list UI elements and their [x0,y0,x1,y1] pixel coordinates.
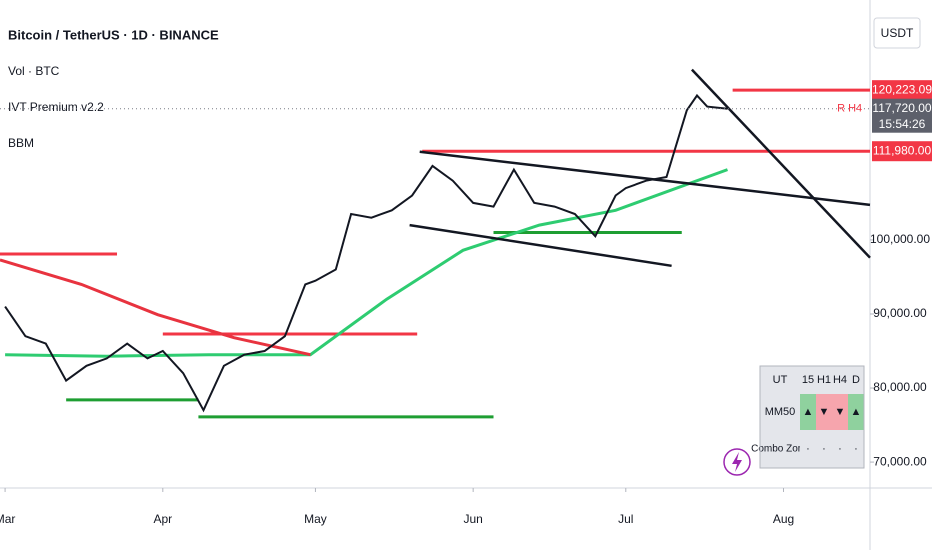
x-tick-label: Jun [463,512,482,526]
x-tick-label: May [304,512,327,526]
table-cell [848,430,864,468]
price-label: 111,980.00 [873,143,932,157]
table-cell [832,430,848,468]
table-cell [816,394,832,430]
table-text: 15 [802,374,814,386]
table-text: H1 [817,374,831,386]
y-tick-label: 90,000.00 [873,306,927,320]
x-tick-label: Jul [618,512,633,526]
currency-button[interactable] [873,17,921,49]
table-text: ▼ [819,406,830,418]
table-text: D [852,374,860,386]
indicator[interactable]: IVT Premium v2.2 [8,100,104,114]
indicator[interactable]: BBM [8,136,34,150]
table-text: H4 [833,374,847,386]
table-cell [848,394,864,430]
table-cell [816,430,832,468]
price-line [4,93,728,413]
y-tick-label: 80,000.00 [873,380,927,394]
table-text: · [838,443,842,455]
x-tick-label: Mar [0,512,15,526]
y-tick-label: 100,000.00 [870,232,930,246]
indicator[interactable]: Vol · BTC [8,64,60,78]
table-text: · [806,443,810,455]
price-label: 120,223.09 [872,82,932,96]
table-cell [848,366,864,394]
table-text: ▲ [851,406,862,418]
trend-line [690,68,871,259]
price-label: 117,720.00 [872,101,931,115]
symbol-title: Bitcoin / TetherUS · 1D · BINANCE [8,27,219,42]
table-text: · [854,443,858,455]
table-text: ▲ [803,406,814,418]
table-cell [816,366,832,394]
countdown: 15:54:26 [879,117,926,131]
table-cell [760,430,800,468]
trend-line [409,223,672,268]
trend-line [419,150,871,207]
x-tick-label: Apr [153,512,172,526]
table-text: Combo Zone [751,444,809,455]
moving-average [0,258,311,357]
table-text: · [822,443,826,455]
table-cell [760,394,800,430]
table-cell [760,366,800,394]
price-label-bg [872,141,932,162]
annotation: R H4 [837,103,862,115]
table-cell [800,366,816,394]
moving-average [5,168,729,358]
price-label-bg [872,98,932,133]
table-cell [832,394,848,430]
currency[interactable]: USDT [881,26,914,40]
table-text: UT [773,374,788,386]
table-cell [800,430,816,468]
table-cell [832,366,848,394]
table-text: ▼ [835,406,846,418]
y-tick-label: 70,000.00 [873,454,927,468]
table-cell [800,394,816,430]
x-tick-label: Aug [773,512,794,526]
price-label-bg [872,80,932,101]
table-text: MM50 [765,406,796,418]
table-frame [759,365,865,469]
lightning [732,452,742,472]
